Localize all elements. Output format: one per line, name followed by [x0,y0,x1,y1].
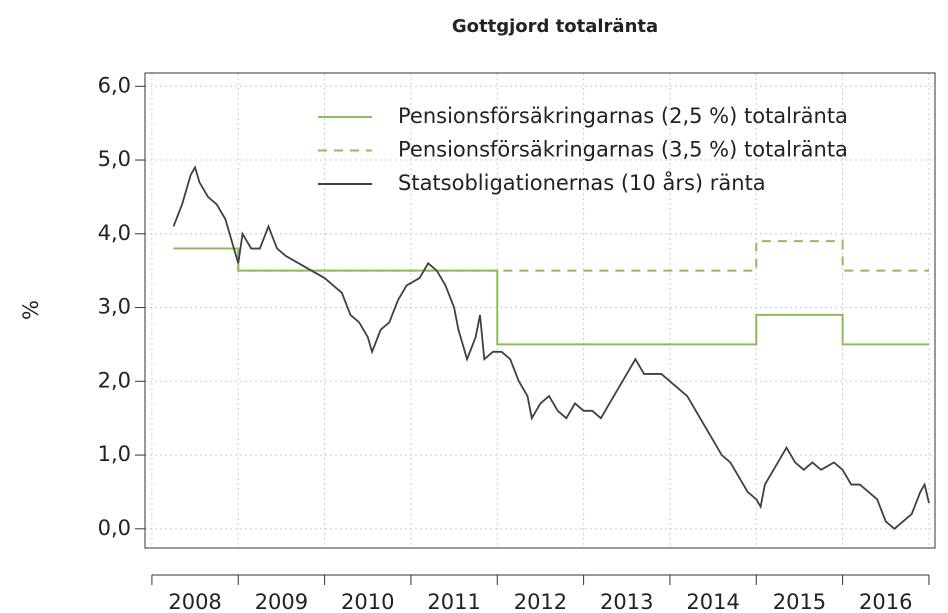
x-tick-label: 2015 [773,590,826,613]
y-tick-label: 6,0 [98,73,131,97]
y-axis-label: % [19,300,43,320]
legend-label: Pensionsförsäkringarnas (2,5 %) totalrän… [398,104,848,128]
chart-title: Gottgjord totalränta [452,16,658,37]
y-tick-label: 1,0 [98,442,131,466]
y-tick-label: 3,0 [98,295,131,319]
series-line [173,240,929,272]
legend-label: Pensionsförsäkringarnas (3,5 %) totalrän… [398,138,848,162]
y-tick-label: 5,0 [98,147,131,171]
plot-frame [144,72,936,549]
x-tick-label: 2009 [255,590,308,613]
x-tick-label: 2012 [514,590,567,613]
y-tick-label: 2,0 [98,368,131,392]
legend-label: Statsobligationernas (10 års) ränta [398,170,766,195]
x-tick-label: 2013 [600,590,653,613]
x-tick-label: 2014 [686,590,739,613]
x-tick-label: 2008 [168,590,221,613]
y-tick-label: 0,0 [98,516,131,540]
y-tick-label: 4,0 [98,221,131,245]
series-line [173,247,929,346]
x-tick-label: 2010 [341,590,394,613]
x-tick-label: 2011 [427,590,480,613]
x-tick-label: 2016 [859,590,912,613]
series-line [172,165,930,531]
